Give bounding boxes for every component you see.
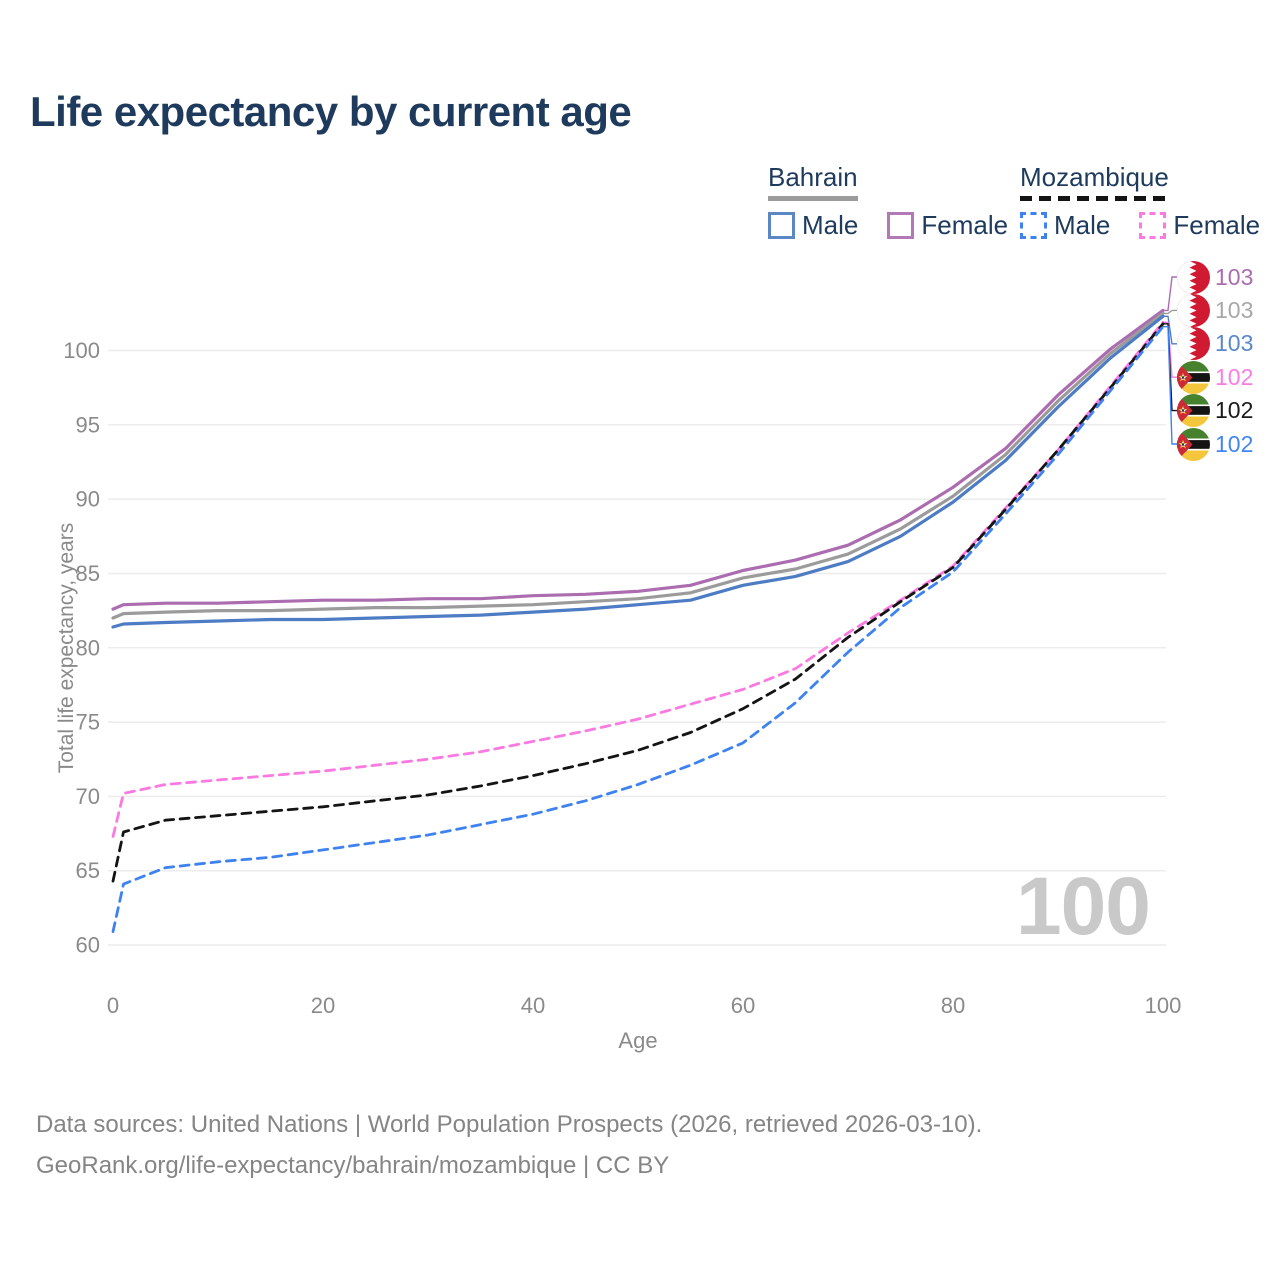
- y-tick-label: 90: [76, 487, 100, 512]
- bahrain-male-label[interactable]: Male: [802, 210, 859, 240]
- leader-line: [1163, 309, 1177, 315]
- series-line-bahrain-both-sexes[interactable]: [111, 311, 1165, 620]
- end-value: 102: [1215, 430, 1254, 457]
- end-label-bahrain-female[interactable]: 103: [1177, 260, 1254, 294]
- end-value: 102: [1215, 363, 1254, 390]
- page-title: Life expectancy by current age: [30, 88, 632, 135]
- end-label-mozambique-male[interactable]: 102: [1177, 427, 1254, 461]
- bahrain-flag-icon: [1177, 327, 1210, 361]
- leader-line: [1163, 321, 1177, 378]
- mozambique-both-sexes-line-swatch: [1020, 196, 1169, 201]
- end-label-bahrain-both-sexes[interactable]: 103: [1177, 293, 1254, 327]
- mozambique-male-swatch[interactable]: [1020, 212, 1047, 239]
- y-tick-label: 80: [76, 635, 100, 660]
- mozambique-female-swatch[interactable]: [1139, 212, 1167, 239]
- legend-group-mozambique: Mozambique Male Female: [1020, 162, 1260, 241]
- mozambique-male-label[interactable]: Male: [1054, 210, 1111, 240]
- series-line-mozambique-both-sexes[interactable]: [111, 322, 1165, 883]
- footer-data-sources: Data sources: United Nations | World Pop…: [36, 1111, 983, 1138]
- leader-line: [1163, 326, 1177, 445]
- x-tick-label: 80: [941, 993, 965, 1018]
- leader-line: [1163, 276, 1177, 312]
- end-label-mozambique-both-sexes[interactable]: 102: [1177, 394, 1254, 428]
- end-value: 103: [1215, 263, 1254, 290]
- x-axis-title: Age: [618, 1028, 658, 1053]
- legend-title-bahrain[interactable]: Bahrain: [768, 162, 858, 192]
- y-tick-label: 65: [76, 858, 100, 883]
- y-tick-label: 95: [76, 412, 100, 437]
- mozambique-flag-icon: [1177, 394, 1210, 428]
- series-line-mozambique-male[interactable]: [111, 325, 1165, 933]
- bahrain-both-sexes-line-swatch: [768, 196, 858, 201]
- y-tick-label: 70: [76, 784, 100, 809]
- x-tick-label: 20: [311, 993, 335, 1018]
- end-value: 103: [1215, 330, 1254, 357]
- end-label-bahrain-male[interactable]: 103: [1177, 327, 1254, 361]
- x-tick-label: 100: [1145, 993, 1182, 1018]
- series-line-bahrain-male[interactable]: [111, 314, 1165, 629]
- mozambique-flag-icon: [1177, 360, 1210, 394]
- leader-line: [1163, 315, 1177, 345]
- y-tick-label: 100: [63, 338, 100, 363]
- bahrain-male-swatch[interactable]: [768, 212, 795, 239]
- y-tick-label: 85: [76, 561, 100, 586]
- legend-group-bahrain: Bahrain Male Female: [768, 162, 1008, 241]
- mozambique-flag-icon: [1177, 427, 1210, 461]
- age-watermark: 100: [1016, 861, 1151, 952]
- end-label-mozambique-female[interactable]: 102: [1177, 360, 1254, 394]
- mozambique-female-label[interactable]: Female: [1173, 210, 1261, 240]
- line-chart: 60 65 70 75 80 85 90 95 100 0 20 40 60 80 100: [63, 276, 1182, 1018]
- bahrain-flag-icon: [1177, 293, 1210, 327]
- y-tick-label: 60: [76, 933, 100, 958]
- end-value: 103: [1215, 296, 1254, 323]
- x-tick-label: 40: [521, 993, 545, 1018]
- x-tick-label: 0: [107, 993, 119, 1018]
- footer-attribution[interactable]: GeoRank.org/life-expectancy/bahrain/moza…: [36, 1152, 670, 1179]
- bahrain-flag-icon: [1177, 260, 1210, 294]
- bahrain-female-label[interactable]: Female: [921, 210, 1009, 240]
- bahrain-female-swatch[interactable]: [887, 212, 915, 239]
- legend-title-mozambique[interactable]: Mozambique: [1020, 162, 1169, 192]
- end-value: 102: [1215, 397, 1254, 424]
- series-line-bahrain-female[interactable]: [111, 308, 1165, 611]
- series-line-mozambique-female[interactable]: [111, 320, 1165, 838]
- x-tick-label: 60: [731, 993, 755, 1018]
- y-tick-label: 75: [76, 710, 100, 735]
- footer: Data sources: United Nations | World Pop…: [36, 1104, 982, 1186]
